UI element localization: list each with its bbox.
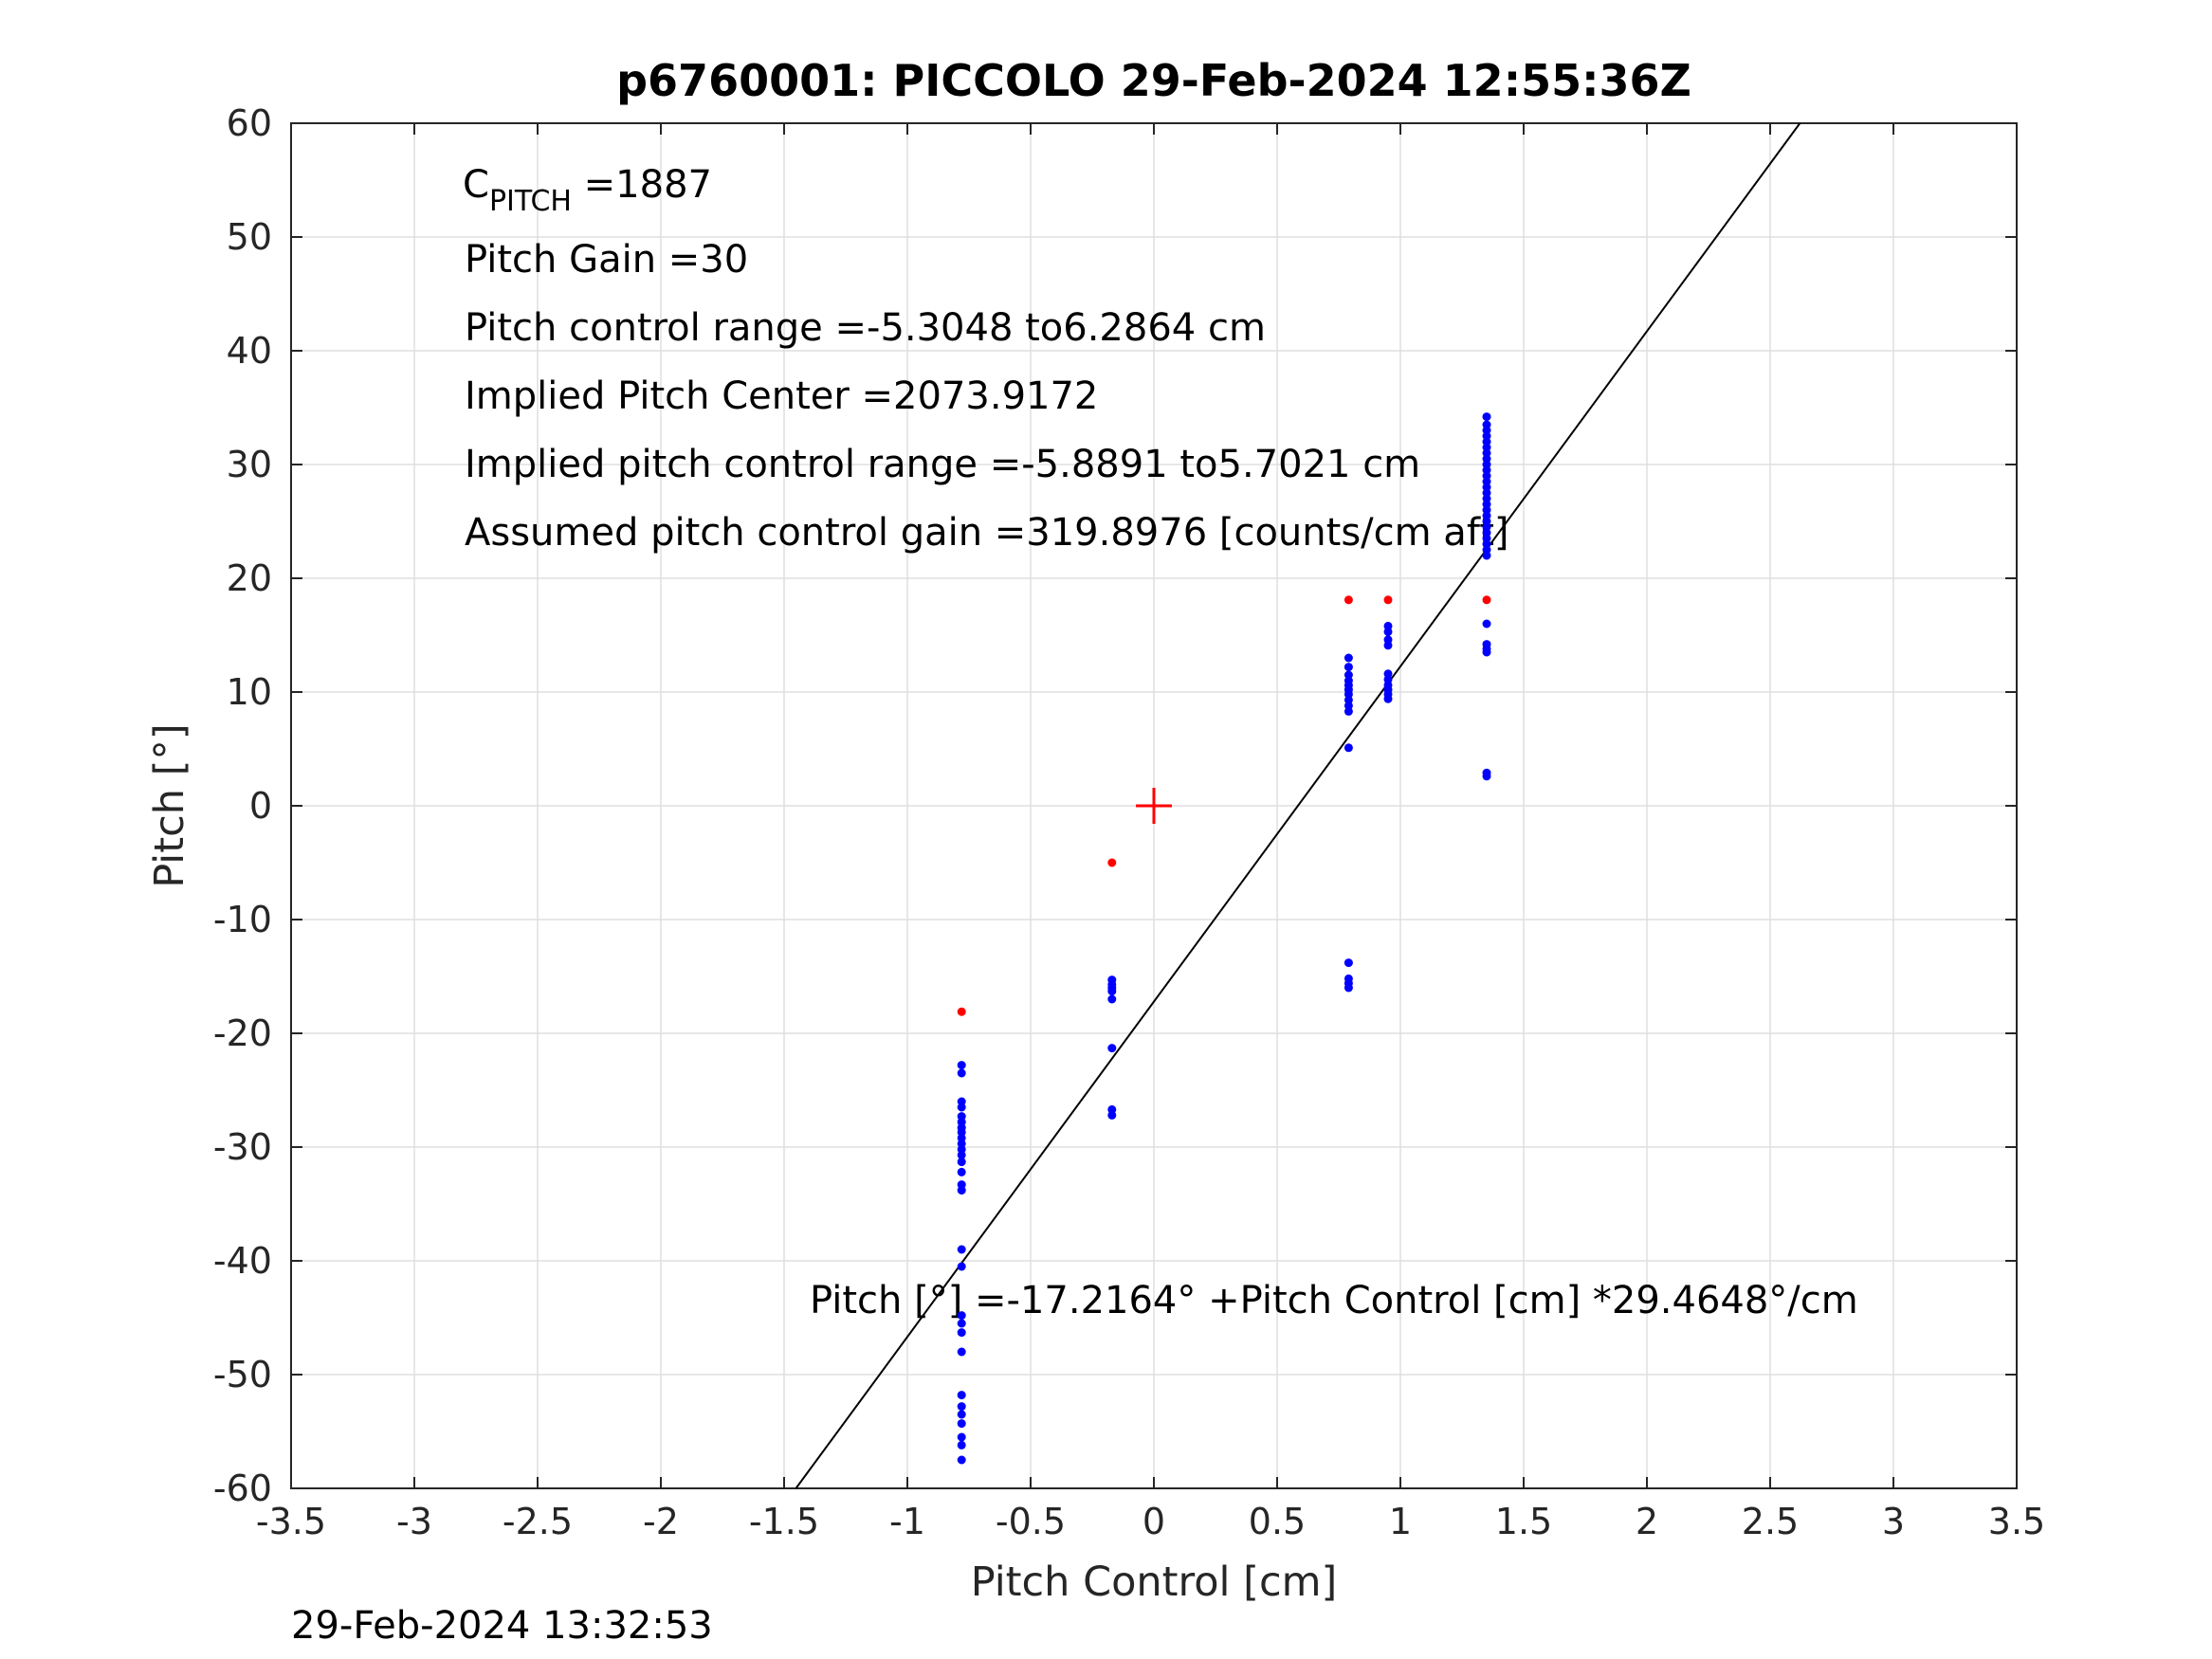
- blue-data-point: [957, 1262, 966, 1271]
- x-tick-label: -1: [889, 1501, 925, 1542]
- y-tick-label: -50: [213, 1354, 272, 1395]
- blue-data-point: [957, 1391, 966, 1400]
- blue-data-point: [1344, 653, 1353, 663]
- c-pitch-label: CPITCH =1887: [463, 163, 712, 218]
- y-tick-label: 0: [249, 785, 272, 827]
- blue-data-point: [1107, 994, 1117, 1004]
- blue-data-point: [957, 1167, 966, 1176]
- blue-data-point: [1344, 983, 1353, 993]
- blue-data-point: [957, 1150, 966, 1159]
- blue-data-point: [957, 1402, 966, 1412]
- implied-range-text: Implied pitch control range =-5.8891 to5…: [465, 443, 1420, 486]
- y-tick-label: -60: [213, 1468, 272, 1509]
- y-tick-label: -20: [213, 1012, 272, 1054]
- blue-data-point: [957, 1419, 966, 1429]
- grid-lines: [290, 122, 2018, 1489]
- x-tick-label: 3: [1882, 1501, 1905, 1542]
- blue-data-point: [1482, 551, 1491, 560]
- blue-data-point: [957, 1186, 966, 1195]
- blue-data-point: [957, 1455, 966, 1465]
- blue-data-point: [957, 1328, 966, 1338]
- blue-data-point: [957, 1158, 966, 1167]
- control-range-text: Pitch control range =-5.3048 to6.2864 cm: [465, 306, 1266, 350]
- c-pitch-value: =1887: [572, 163, 712, 207]
- x-tick-label: 1: [1389, 1501, 1412, 1542]
- footer-timestamp: 29-Feb-2024 13:32:53: [291, 1604, 713, 1648]
- blue-data-point: [1482, 647, 1491, 657]
- blue-data-point: [1344, 958, 1353, 968]
- x-tick-label: -1.5: [749, 1501, 819, 1542]
- chart-title: p6760001: PICCOLO 29-Feb-2024 12:55:36Z: [616, 55, 1691, 106]
- blue-data-point: [1107, 987, 1117, 996]
- x-tick-label: -2: [643, 1501, 679, 1542]
- blue-data-point: [957, 1410, 966, 1419]
- blue-data-point: [957, 1432, 966, 1442]
- c-pitch-subscript: PITCH: [489, 185, 572, 218]
- red-data-point: [1107, 858, 1117, 867]
- y-tick-label: 40: [227, 330, 272, 372]
- blue-data-point: [957, 1311, 966, 1321]
- x-tick-label: -0.5: [996, 1501, 1066, 1542]
- c-pitch-base: C: [463, 163, 489, 207]
- blue-data-point: [1482, 619, 1491, 629]
- y-tick-label: 30: [227, 444, 272, 485]
- blue-data-point: [1482, 412, 1491, 422]
- y-tick-label: 10: [227, 671, 272, 713]
- pitch-gain-text: Pitch Gain =30: [465, 238, 748, 282]
- x-tick-label: 2.5: [1742, 1501, 1799, 1542]
- blue-data-point: [1107, 1110, 1117, 1120]
- x-axis-label: Pitch Control [cm]: [971, 1559, 1338, 1606]
- blue-data-point: [1107, 1044, 1117, 1053]
- x-tick-label: 3.5: [1988, 1501, 2045, 1542]
- blue-data-point: [1383, 627, 1393, 636]
- y-tick-label: 20: [227, 557, 272, 599]
- fit-equation-text: Pitch [°] =-17.2164° +Pitch Control [cm]…: [810, 1279, 1858, 1322]
- data-marks: [795, 122, 1801, 1489]
- blue-data-point: [1344, 743, 1353, 753]
- blue-data-point: [1383, 641, 1393, 650]
- x-tick-label: 2: [1636, 1501, 1658, 1542]
- annotation-block: CPITCH =1887 Pitch Gain =30 Pitch contro…: [463, 163, 1858, 1322]
- x-tick-label: -3.5: [256, 1501, 326, 1542]
- assumed-gain-text: Assumed pitch control gain =319.8976 [co…: [465, 511, 1508, 555]
- blue-data-point: [957, 1103, 966, 1112]
- red-data-point: [957, 1007, 966, 1016]
- y-tick-label: -10: [213, 899, 272, 940]
- blue-data-point: [1344, 663, 1353, 672]
- blue-data-point: [1482, 772, 1491, 781]
- fit-line: [795, 122, 1801, 1489]
- blue-data-point: [957, 1319, 966, 1328]
- blue-data-point: [957, 1068, 966, 1078]
- y-tick-label: -40: [213, 1240, 272, 1282]
- y-tick-label: 50: [227, 216, 272, 258]
- red-data-point: [1383, 595, 1393, 605]
- blue-data-point: [1383, 694, 1393, 703]
- y-tick-label: 60: [227, 102, 272, 144]
- blue-data-point: [957, 1440, 966, 1449]
- axis-ticks: -3.5 -3 -2.5 -2 -1.5 -1 -0.5 0 0.5 1 1.5 2 2.5 3 3.5 -6…: [213, 102, 2045, 1542]
- blue-data-point: [957, 1347, 966, 1357]
- x-tick-label: 1.5: [1495, 1501, 1552, 1542]
- blue-data-point: [957, 1245, 966, 1254]
- y-axis-label: Pitch [°]: [146, 723, 193, 887]
- x-tick-label: -3: [396, 1501, 432, 1542]
- blue-data-point: [1344, 706, 1353, 716]
- x-tick-label: -2.5: [503, 1501, 573, 1542]
- x-tick-label: 0.5: [1249, 1501, 1306, 1542]
- y-tick-label: -30: [213, 1126, 272, 1168]
- x-tick-label: 0: [1143, 1501, 1165, 1542]
- implied-center-text: Implied Pitch Center =2073.9172: [465, 374, 1098, 418]
- blue-data-point: [957, 1061, 966, 1070]
- red-data-point: [1344, 595, 1353, 605]
- red-data-point: [1482, 595, 1491, 605]
